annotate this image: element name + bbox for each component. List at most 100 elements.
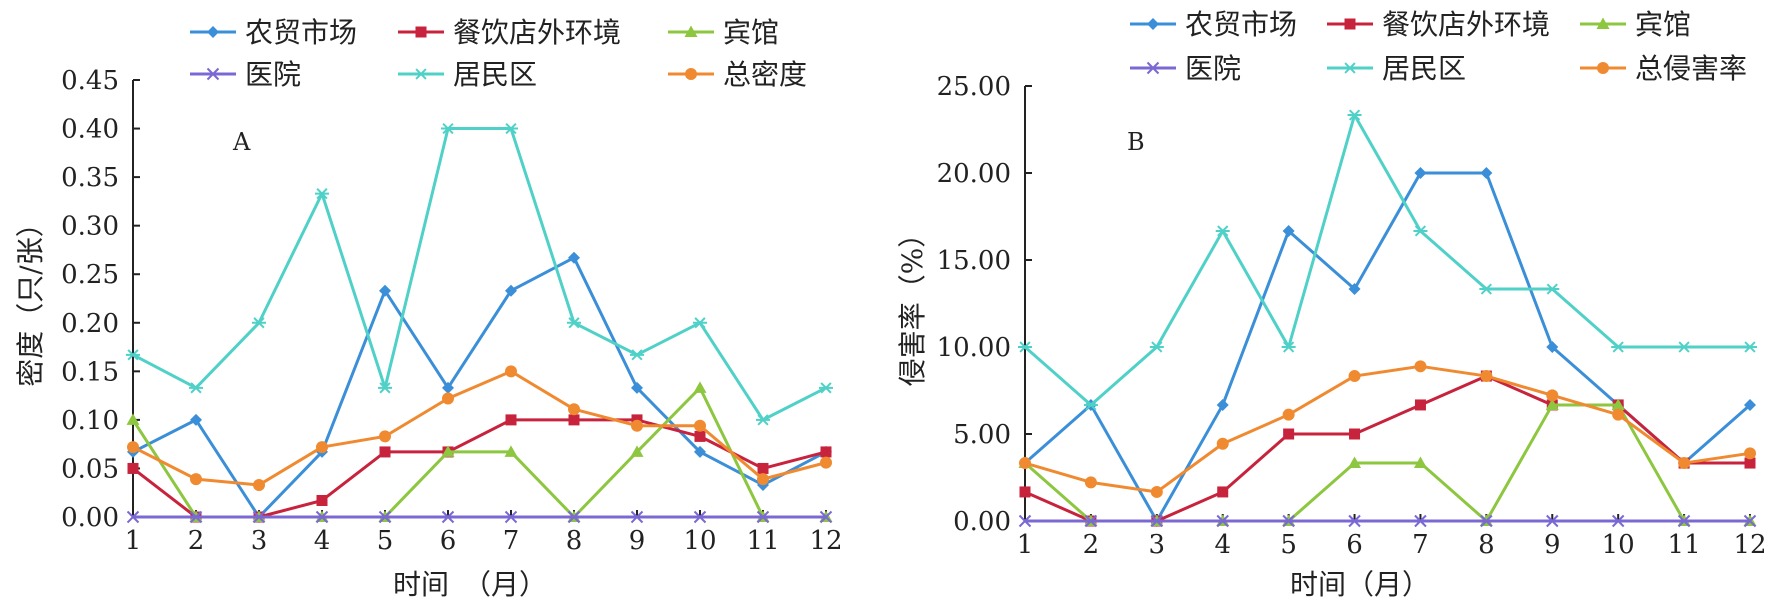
data-point <box>1744 447 1756 460</box>
series-6 <box>127 365 832 491</box>
y-tick-label: 0.30 <box>61 212 119 242</box>
data-point <box>126 510 140 524</box>
y-tick-label: 20.00 <box>937 159 1011 189</box>
data-point <box>1349 428 1361 440</box>
data-point <box>693 510 707 524</box>
series-2 <box>127 414 832 523</box>
data-point <box>568 251 580 264</box>
data-point <box>505 365 517 378</box>
legend-marker <box>1146 61 1160 75</box>
x-tick-label: 3 <box>251 526 268 556</box>
data-point <box>441 122 455 135</box>
x-tick-label: 8 <box>566 526 583 556</box>
legend-item: 餐饮店外环境 <box>398 16 621 49</box>
data-point <box>1216 437 1229 450</box>
legend-item: 总密度 <box>668 58 807 91</box>
y-tick-label: 0.00 <box>61 503 119 533</box>
legend-label: 农贸市场 <box>1185 8 1297 41</box>
data-point <box>1281 341 1296 353</box>
data-point <box>1677 341 1692 353</box>
data-point <box>820 456 832 469</box>
data-point <box>1084 514 1098 528</box>
data-point <box>1414 360 1427 373</box>
data-point <box>757 462 769 474</box>
x-tick-label: 8 <box>1478 530 1495 560</box>
data-point <box>757 473 769 486</box>
data-point <box>567 317 581 329</box>
data-point <box>1217 486 1229 498</box>
legend-marker <box>1596 17 1610 29</box>
series-3 <box>126 381 833 522</box>
legend-marker <box>1343 62 1357 74</box>
x-tick-label: 7 <box>503 526 520 556</box>
y-tick-label: 0.40 <box>61 115 119 145</box>
x-tick-label: 1 <box>1017 530 1034 560</box>
x-tick-label: 5 <box>377 526 394 556</box>
data-point <box>253 478 265 491</box>
data-point <box>756 510 770 524</box>
data-point <box>1479 283 1494 295</box>
data-point <box>1019 486 1031 498</box>
data-point <box>1414 514 1427 528</box>
x-tick-label: 3 <box>1149 530 1166 560</box>
data-point <box>1414 167 1427 179</box>
data-point <box>1282 224 1295 237</box>
y-tick-label: 0.25 <box>61 260 119 290</box>
x-tick-label: 10 <box>1602 530 1635 560</box>
series-line <box>132 256 827 519</box>
data-point <box>819 382 833 394</box>
series-5 <box>1018 109 1757 411</box>
data-point <box>1743 514 1757 528</box>
data-point <box>694 430 706 442</box>
x-tick-label: 5 <box>1280 530 1297 560</box>
x-tick-label: 1 <box>125 526 142 556</box>
data-point <box>1743 341 1757 353</box>
data-point <box>630 445 644 457</box>
y-tick-label: 10.00 <box>937 333 1011 363</box>
data-point <box>567 510 581 524</box>
legend-label: 总侵害率 <box>1635 52 1747 85</box>
series-3 <box>1018 398 1757 526</box>
data-point <box>189 382 203 394</box>
legend-item: 居民区 <box>398 58 537 91</box>
data-point <box>127 441 139 454</box>
series-4 <box>1018 514 1757 528</box>
panel-label: B <box>1127 128 1145 156</box>
data-point <box>127 462 139 474</box>
data-point <box>1612 408 1625 421</box>
data-point <box>1546 389 1559 402</box>
x-tick-label: 4 <box>1214 530 1231 560</box>
legend-marker <box>684 25 698 37</box>
data-point <box>1018 341 1032 353</box>
data-point <box>316 441 328 454</box>
series-4 <box>126 510 833 524</box>
data-point <box>504 510 518 524</box>
data-point <box>1611 341 1626 353</box>
data-point <box>693 381 707 393</box>
x-tick-label: 6 <box>440 526 457 556</box>
x-axis-title: 时间（月） <box>1290 568 1430 601</box>
data-point <box>1084 476 1097 489</box>
legend-label: 宾馆 <box>723 16 779 49</box>
legend-item: 餐饮店外环境 <box>1327 8 1550 41</box>
x-tick-label: 4 <box>314 526 331 556</box>
data-point <box>1677 514 1691 528</box>
series-5 <box>126 122 833 426</box>
data-point <box>693 317 707 329</box>
data-point <box>568 414 580 426</box>
data-point <box>631 381 643 394</box>
y-tick-label: 0.45 <box>61 66 119 96</box>
data-point <box>819 510 833 524</box>
data-point <box>316 494 328 506</box>
legend-item: 农贸市场 <box>190 16 357 49</box>
y-tick-label: 0.15 <box>61 357 119 387</box>
legend-item: 宾馆 <box>668 16 779 49</box>
x-tick-label: 12 <box>1733 530 1766 560</box>
legend-label: 农贸市场 <box>245 16 357 49</box>
legend-item: 医院 <box>1130 52 1241 85</box>
data-point <box>1018 514 1032 528</box>
y-tick-label: 5.00 <box>953 420 1011 450</box>
